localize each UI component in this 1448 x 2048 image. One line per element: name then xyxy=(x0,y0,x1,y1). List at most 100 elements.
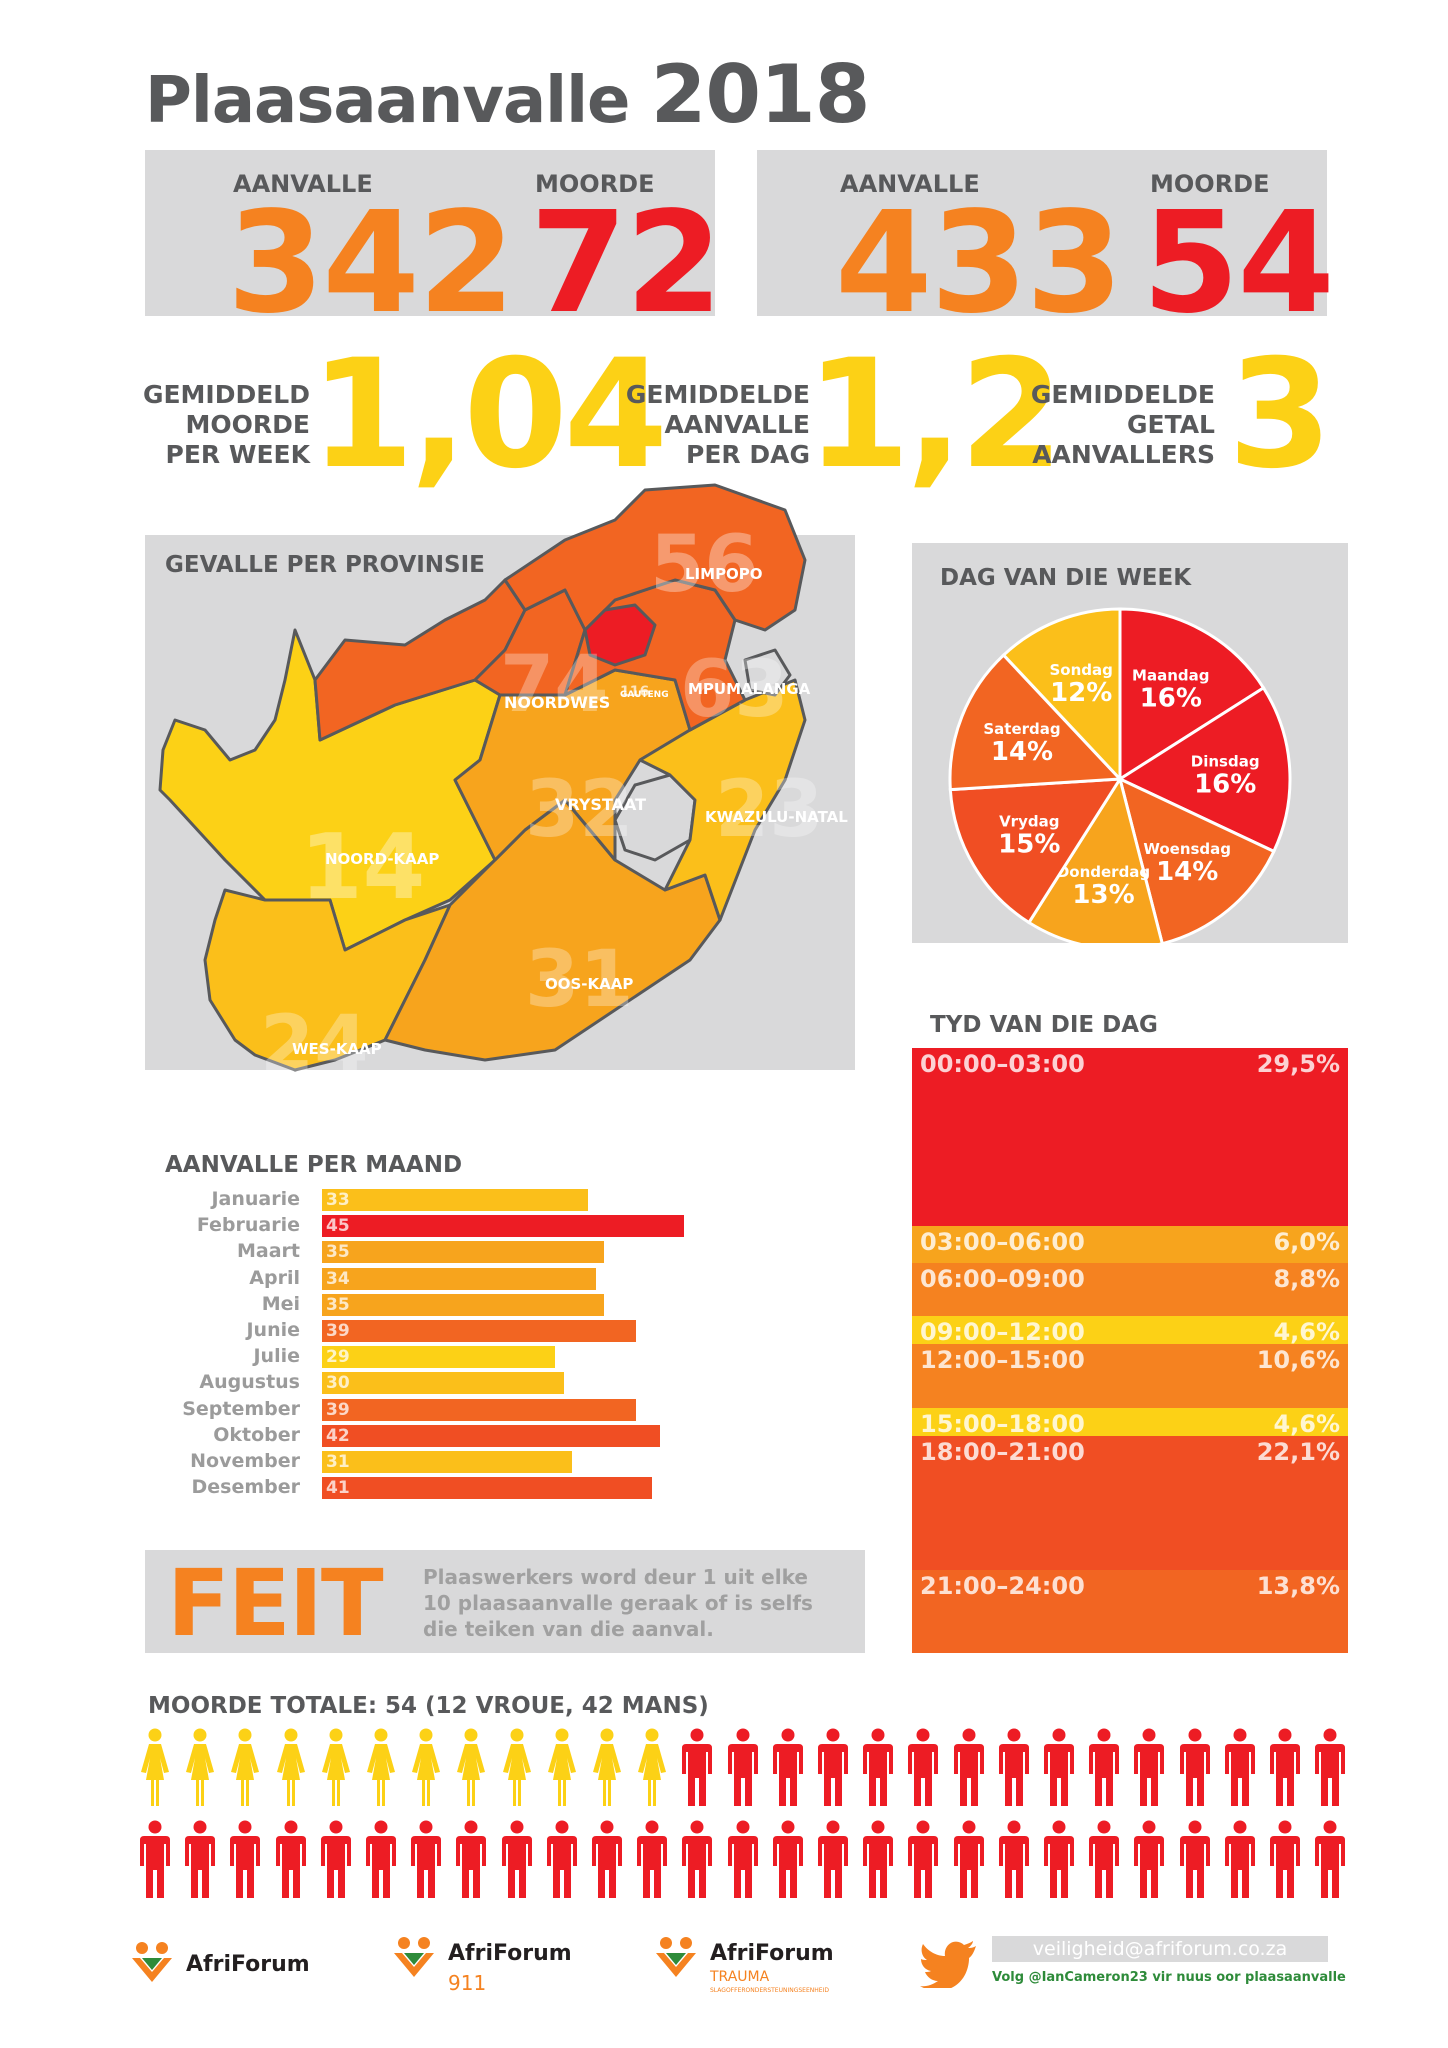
man-icon xyxy=(546,1820,577,1898)
pie-value-woensdag: 14% xyxy=(1156,857,1218,887)
man-icon xyxy=(682,1728,713,1806)
province-value-limpopo: 56 xyxy=(650,520,759,610)
province-value-noord-kaap: 14 xyxy=(300,815,426,920)
pie-slice-maandag xyxy=(1118,607,1266,782)
province-name-noord-kaap: NOORD-KAAP xyxy=(325,850,440,868)
province-name-noordwes: NOORDWES xyxy=(504,693,611,712)
tod-time-label: 00:00–03:00 xyxy=(920,1050,1085,1078)
province-value-oos-kaap: 31 xyxy=(525,935,634,1025)
tod-segment: 03:00–06:00 6,0% xyxy=(912,1226,1348,1263)
avg-murders-label: GEMIDDELD MOORDE PER WEEK xyxy=(142,380,310,469)
man-icon xyxy=(682,1820,713,1898)
pie-label-dinsdag: Dinsdag xyxy=(1191,752,1260,770)
email-link[interactable]: veiligheid@afriforum.co.za xyxy=(992,1936,1328,1962)
pie-label-sondag: Sondag xyxy=(1050,661,1113,679)
pie-value-maandag: 16% xyxy=(1140,684,1202,714)
page-title: Plaasaanvalle 2018 xyxy=(145,48,870,141)
murders-people xyxy=(138,1728,1358,1898)
tod-percent-label: 22,1% xyxy=(1256,1437,1340,1466)
logo-afriforum-911: AfriForum 911 xyxy=(390,1935,572,1995)
logo-afriforum: AfriForum xyxy=(128,1940,310,1988)
tod-segment: 12:00–15:00 10,6% xyxy=(912,1343,1348,1408)
man-icon xyxy=(998,1728,1029,1806)
man-icon xyxy=(411,1820,442,1898)
aanvalle-value: 433 xyxy=(835,182,1123,345)
month-label: Augustus xyxy=(199,1371,300,1394)
pie-value-donderdag: 13% xyxy=(1072,880,1134,910)
province-name-limpopo: LIMPOPO xyxy=(685,565,763,583)
afriforum-logo-icon xyxy=(132,1942,172,1982)
man-icon xyxy=(998,1820,1029,1898)
man-icon xyxy=(1044,1728,1074,1806)
man-icon xyxy=(140,1820,170,1898)
month-bar-value: 35 xyxy=(326,1294,350,1315)
feit-word: FEIT xyxy=(167,1550,384,1657)
twitter-note: Volg @IanCameron23 vir nuus oor plaasaan… xyxy=(992,1970,1346,1985)
pie-label-saterdag: Saterdag xyxy=(983,720,1060,738)
month-label: Februarie xyxy=(196,1214,300,1237)
month-label: Januarie xyxy=(211,1188,300,1210)
province-name-gauteng: GAUTENG xyxy=(620,690,669,700)
tod-segment: 18:00–21:00 22,1% xyxy=(912,1435,1348,1570)
month-bar-value: 35 xyxy=(326,1242,350,1263)
pie-label-vrydag: Vrydag xyxy=(999,813,1059,831)
province-noordwes xyxy=(313,578,527,742)
woman-icon xyxy=(502,1728,531,1806)
man-icon xyxy=(1044,1820,1074,1898)
man-icon xyxy=(908,1728,939,1806)
month-bar-value: 39 xyxy=(326,1399,350,1420)
month-bar: 29 xyxy=(322,1346,556,1369)
month-label: Maart xyxy=(236,1240,300,1263)
man-icon xyxy=(818,1820,848,1898)
province-value-noordwes: 74 xyxy=(500,640,609,730)
year-box-2017: 2017 AANVALLE 342 MOORDE 72 xyxy=(145,150,723,471)
man-icon xyxy=(1089,1728,1120,1806)
pie-value-vrydag: 15% xyxy=(998,830,1060,860)
month-label: Junie xyxy=(246,1319,300,1341)
month-bar: 33 xyxy=(322,1189,588,1211)
title-word: Plaasaanvalle xyxy=(145,64,630,138)
province-name-mpumalanga: MPUMALANGA xyxy=(688,680,811,698)
tod-title: TYD VAN DIE DAG xyxy=(930,1012,1158,1038)
pie-label-woensdag: Woensdag xyxy=(1143,840,1231,858)
man-icon xyxy=(863,1728,894,1806)
pie-slice-vrydag xyxy=(948,777,1123,925)
avg-murders-value: 1,04 xyxy=(310,328,668,502)
twitter-bird-icon[interactable] xyxy=(920,1940,978,1988)
month-bar: 41 xyxy=(322,1477,653,1500)
tod-percent-label: 10,6% xyxy=(1256,1345,1340,1374)
pie-slice-donderdag xyxy=(1026,775,1164,943)
month-bar-value: 39 xyxy=(326,1321,350,1341)
pie-value-saterdag: 14% xyxy=(991,737,1053,767)
month-label: Desember xyxy=(191,1476,300,1499)
aanvalle-label: AANVALLE xyxy=(840,170,980,198)
month-chart: Januarie 33 Februarie 45 Maart 35 April 34 Mei 35… xyxy=(140,1188,760,1508)
month-bar: 30 xyxy=(322,1372,564,1395)
woman-icon xyxy=(593,1728,621,1806)
man-icon xyxy=(1315,1820,1346,1898)
man-icon xyxy=(772,1728,803,1806)
tod-time-label: 09:00–12:00 xyxy=(920,1318,1085,1346)
man-icon xyxy=(320,1820,351,1898)
province-value-kwazulu-natal: 23 xyxy=(715,765,824,855)
avg-attacks-label: GEMIDDELDE AANVALLE PER DAG xyxy=(625,380,810,469)
woman-icon xyxy=(547,1728,576,1806)
tod-time-label: 15:00–18:00 xyxy=(920,1409,1085,1438)
man-icon xyxy=(1224,1820,1255,1898)
tod-segment: 00:00–03:00 29,5% xyxy=(912,1048,1348,1227)
month-label: November xyxy=(190,1450,300,1472)
man-icon xyxy=(1270,1820,1300,1898)
man-icon xyxy=(953,1820,984,1898)
murders-title: MOORDE TOTALE: 54 (12 VROUE, 42 MANS) xyxy=(148,1693,709,1719)
tod-segment: 06:00–09:00 8,8% xyxy=(912,1262,1348,1316)
logo-afriforum-trauma: AfriForum TRAUMA SLAGOFFERONDERSTEUNINGS… xyxy=(652,1935,834,1994)
month-bar: 45 xyxy=(322,1215,685,1238)
province-name-vrystaat: VRYSTAAT xyxy=(555,795,647,814)
avg-attacks-value: 1,2 xyxy=(806,328,1064,502)
tod-segment: 21:00–24:00 13,8% xyxy=(912,1569,1348,1653)
woman-icon xyxy=(367,1728,395,1806)
man-icon xyxy=(275,1820,306,1898)
afriforum-trauma-logo-icon xyxy=(656,1937,696,1977)
tod-time-label: 21:00–24:00 xyxy=(920,1571,1085,1600)
month-bar: 34 xyxy=(322,1267,596,1290)
